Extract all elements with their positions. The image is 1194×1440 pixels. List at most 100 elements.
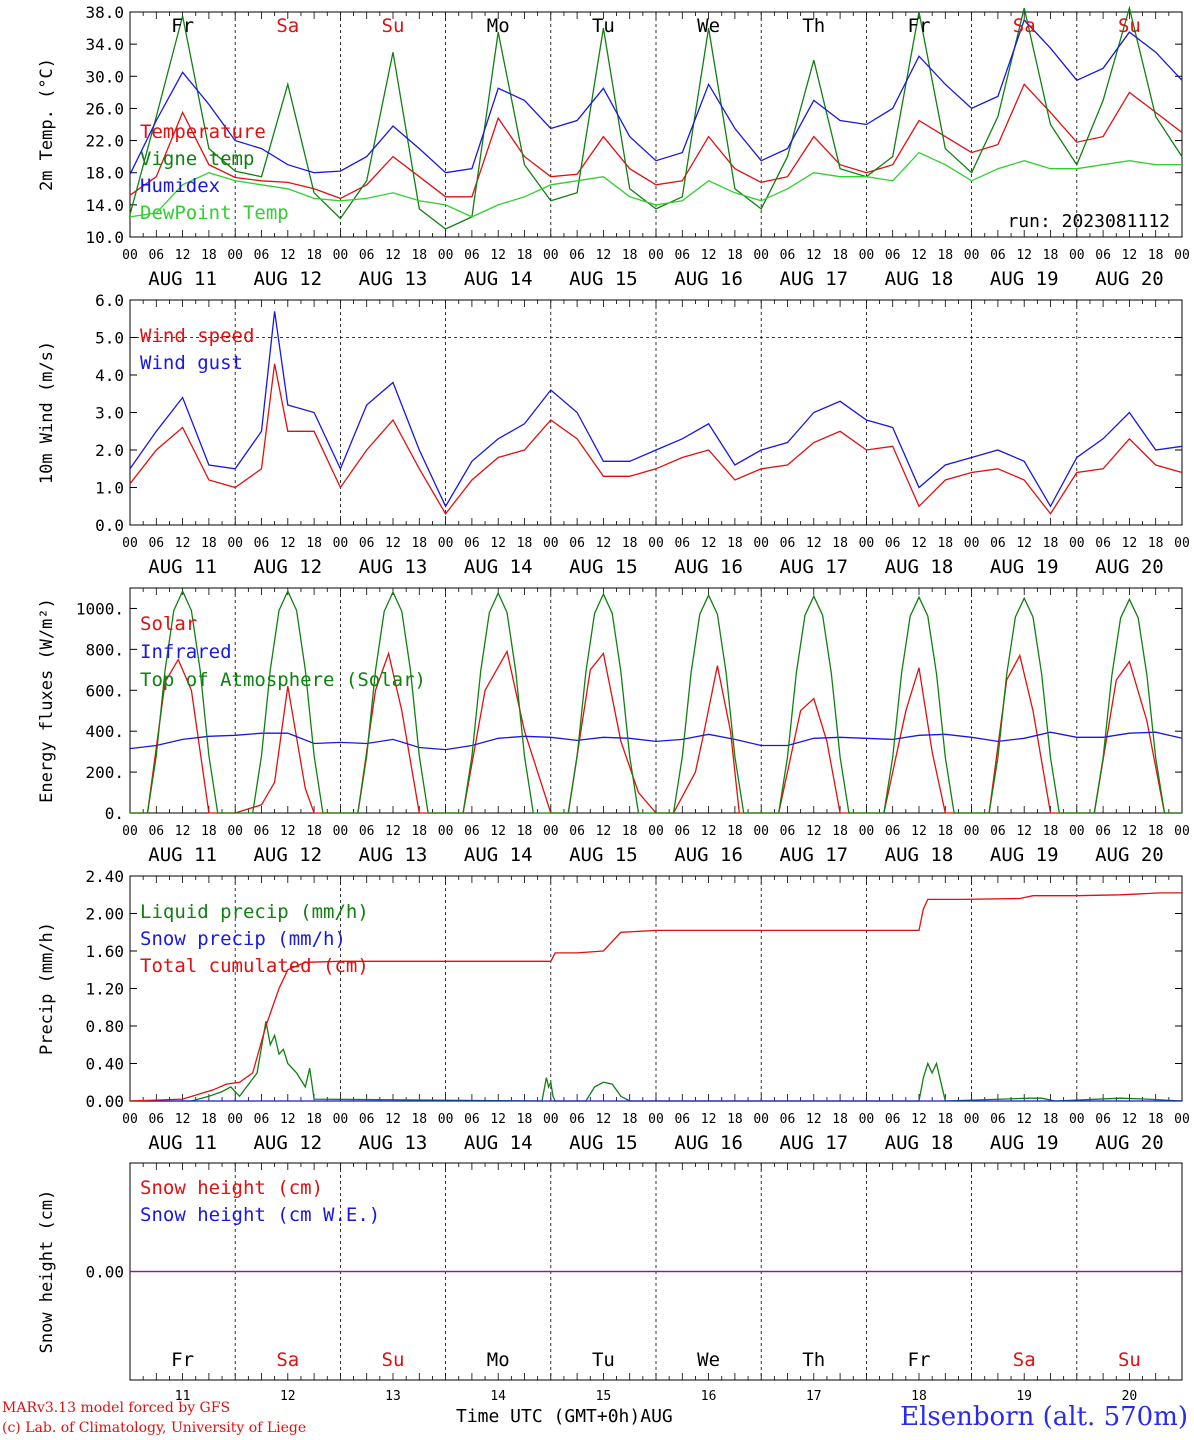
y-tick-label: 0.80 [85,1017,124,1036]
hour-tick-label: 00 [1069,536,1085,551]
y-tick-label: 400. [85,722,124,741]
hour-tick-label: 06 [359,824,375,839]
y-axis-title: Precip (mm/h) [37,922,57,1055]
hour-tick-label: 12 [175,824,191,839]
hour-tick-label: 00 [964,536,980,551]
date-label: AUG 19 [990,268,1059,290]
hour-tick-label: 06 [780,248,796,263]
hour-tick-label: 18 [1148,824,1164,839]
hour-tick-label: 00 [1069,248,1085,263]
y-tick-label: 38.0 [85,3,124,22]
hour-tick-label: 12 [1122,824,1138,839]
hour-tick-label: 18 [411,824,427,839]
y-tick-label: 5.0 [95,329,124,348]
hour-tick-label: 12 [1016,824,1032,839]
hour-tick-label: 06 [569,824,585,839]
hour-tick-label: 12 [596,536,612,551]
date-label: AUG 18 [885,844,954,866]
hour-tick-label: 06 [569,248,585,263]
date-label: AUG 17 [779,268,848,290]
y-tick-label: 18.0 [85,164,124,183]
hour-tick-label: 18 [306,1112,322,1127]
hour-tick-label: 00 [1069,1112,1085,1127]
weekday-label: Tu [592,15,615,37]
hour-tick-label: 06 [780,824,796,839]
date-label: AUG 18 [885,1132,954,1154]
hour-tick-label: 00 [859,248,875,263]
lab-credit: (c) Lab. of Climatology, University of L… [2,1420,307,1436]
y-tick-label: 2.00 [85,905,124,924]
hour-tick-label: 06 [1095,248,1111,263]
hour-tick-label: 06 [569,1112,585,1127]
hour-tick-label: 18 [1148,536,1164,551]
hour-tick-label: 12 [911,1112,927,1127]
hour-tick-label: 18 [1148,248,1164,263]
hour-tick-label: 06 [359,248,375,263]
weekday-label: We [697,1349,720,1371]
date-label: AUG 20 [1095,1132,1164,1154]
date-label: AUG 13 [359,844,428,866]
hour-tick-label: 18 [622,824,638,839]
hour-tick-label: 06 [780,536,796,551]
hour-tick-label: 12 [1016,536,1032,551]
day-number-label: 12 [280,1389,296,1404]
hour-tick-label: 12 [1016,248,1032,263]
series-top-of-atmosphere-solar- [130,589,1182,814]
date-label: AUG 20 [1095,268,1164,290]
weekday-label: Mo [487,1349,510,1371]
day-number-label: 17 [806,1389,822,1404]
day-number-label: 20 [1122,1389,1138,1404]
series-total-cumulated-cm- [129,892,1182,1102]
hour-tick-label: 18 [517,1112,533,1127]
y-tick-label: 2.0 [95,441,124,460]
y-axis-title: Snow height (cm) [37,1190,57,1354]
model-credit: MARv3.13 model forced by GFS [2,1400,231,1416]
hour-tick-label: 12 [596,1112,612,1127]
hour-tick-label: 06 [254,1112,270,1127]
hour-tick-label: 00 [859,1112,875,1127]
date-label: AUG 17 [779,556,848,578]
weekday-label: Sa [1013,1349,1036,1371]
date-label: AUG 17 [779,844,848,866]
y-tick-label: 34.0 [85,35,124,54]
hour-tick-label: 18 [937,536,953,551]
date-label: AUG 14 [464,268,533,290]
hour-tick-label: 12 [1122,1112,1138,1127]
hour-tick-label: 12 [701,536,717,551]
weekday-label: Fr [908,1349,931,1371]
hour-tick-label: 00 [1174,248,1190,263]
date-label: AUG 12 [253,556,322,578]
day-number-label: 18 [911,1389,927,1404]
date-label: AUG 11 [148,268,217,290]
hour-tick-label: 18 [832,536,848,551]
time-axis-title: Time UTC (GMT+0h)AUG [456,1406,673,1427]
hour-tick-label: 06 [674,824,690,839]
hour-tick-label: 18 [411,248,427,263]
series-vigne-temp [129,5,1183,230]
day-number-label: 11 [175,1389,191,1404]
hour-tick-label: 00 [333,824,349,839]
date-label: AUG 13 [359,556,428,578]
date-label: AUG 19 [990,556,1059,578]
hour-tick-label: 12 [280,248,296,263]
hour-tick-label: 06 [885,536,901,551]
panel-1: 10.0 14.0 18.0 22.0 26.0 30.0 34.0 38.0 2m Temp.… [37,3,1190,290]
hour-tick-label: 00 [122,536,138,551]
hour-tick-label: 18 [727,536,743,551]
hour-tick-label: 12 [385,248,401,263]
legend-entry: Top of Atmosphere (Solar) [140,669,426,691]
hour-tick-label: 06 [1095,1112,1111,1127]
hour-tick-label: 00 [227,536,243,551]
hour-tick-label: 12 [701,824,717,839]
y-tick-label: 6.0 [95,291,124,310]
weekday-label: We [697,15,720,37]
hour-tick-label: 12 [806,1112,822,1127]
hour-tick-label: 06 [674,1112,690,1127]
hour-tick-label: 12 [596,248,612,263]
hour-tick-label: 00 [964,248,980,263]
panel-frame [129,299,1183,526]
hour-tick-label: 06 [885,1112,901,1127]
hour-tick-label: 18 [306,824,322,839]
weekday-label: Th [802,1349,825,1371]
hour-tick-label: 00 [1174,536,1190,551]
